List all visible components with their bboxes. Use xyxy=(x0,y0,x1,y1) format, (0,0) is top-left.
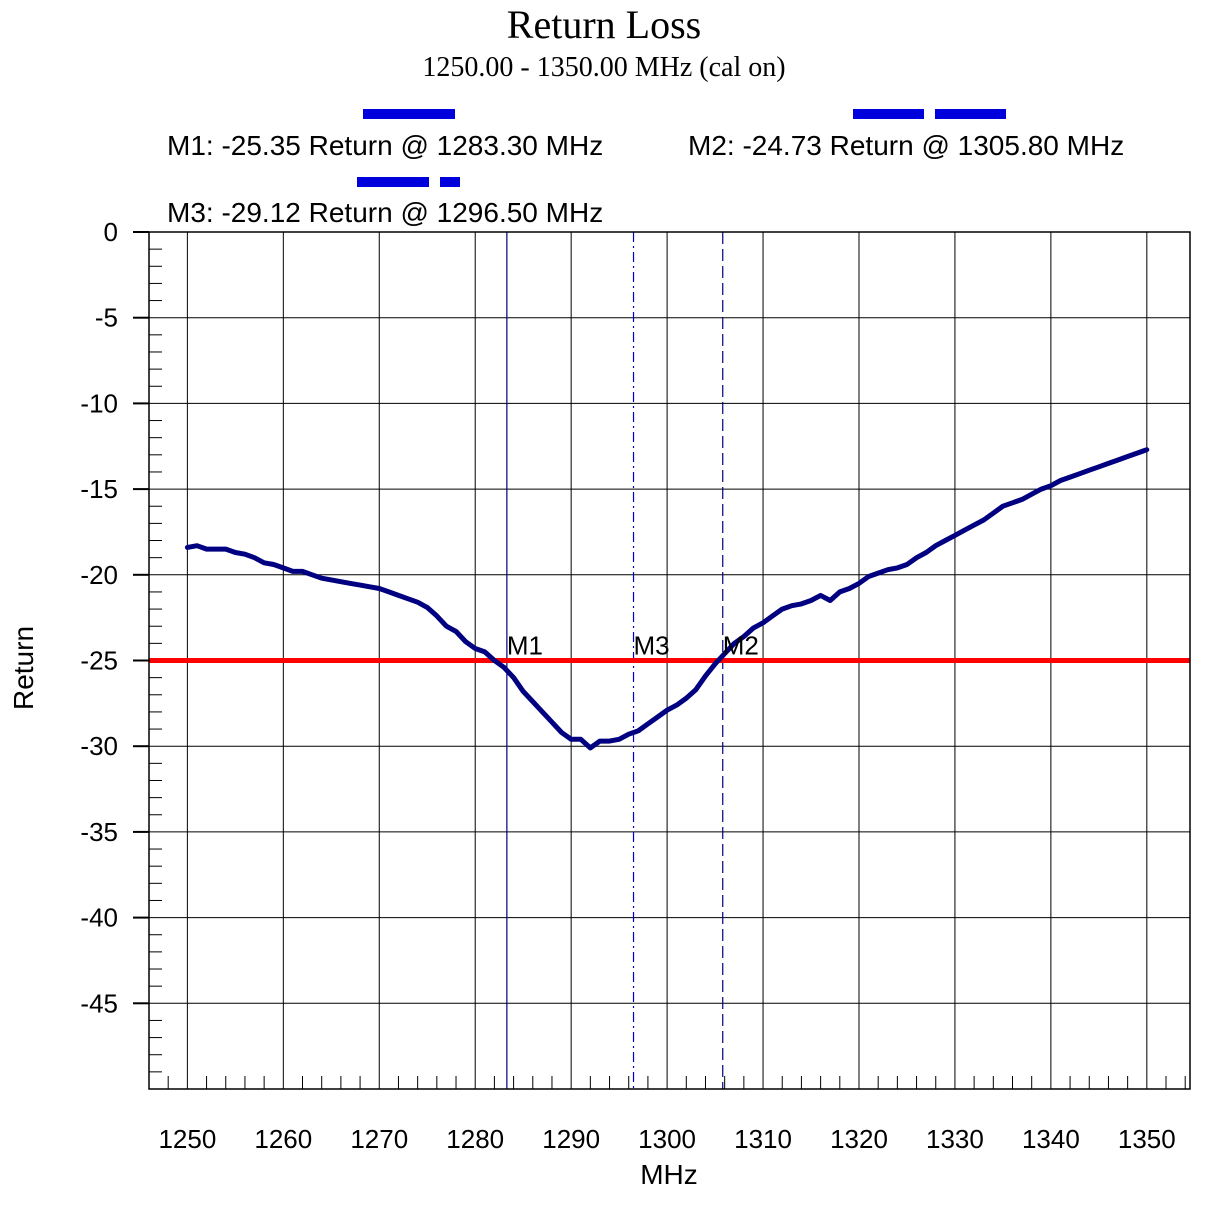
x-tick-label: 1300 xyxy=(638,1124,696,1154)
x-tick-label: 1290 xyxy=(542,1124,600,1154)
chart-title: Return Loss xyxy=(507,2,701,47)
chart-subtitle: 1250.00 - 1350.00 MHz (cal on) xyxy=(422,52,785,83)
m1-legend-swatch xyxy=(363,109,455,119)
y-tick-label: -25 xyxy=(80,646,118,676)
x-tick-labels: 1250 1260 1270 1280 1290 1300 1310 1320 1330 1340… xyxy=(158,1124,1175,1154)
m3-readout: M3: -29.12 Return @ 1296.50 MHz xyxy=(167,197,603,228)
m2-readout: M2: -24.73 Return @ 1305.80 MHz xyxy=(688,130,1124,161)
y-tick-labels: 0 -5 -10 -15 -20 -25 -30 -35 -40 -45 xyxy=(80,217,118,1018)
x-tick-label: 1280 xyxy=(446,1124,504,1154)
y-axis-label: Return xyxy=(8,626,39,710)
series-group xyxy=(184,447,1150,751)
marker-label-m3: M3 xyxy=(634,631,670,661)
m2-legend-swatch-1 xyxy=(853,109,924,119)
x-tick-label: 1350 xyxy=(1118,1124,1176,1154)
marker-label-m2: M2 xyxy=(723,631,759,661)
m2-legend-swatch-2 xyxy=(935,109,1006,119)
y-tick-label: -35 xyxy=(80,817,118,847)
marker-labels: M1 M3 M2 xyxy=(507,631,759,661)
x-tick-label: 1260 xyxy=(254,1124,312,1154)
x-tick-label: 1310 xyxy=(734,1124,792,1154)
x-axis-label: MHz xyxy=(640,1159,698,1190)
y-tick-label: -15 xyxy=(80,474,118,504)
m3-legend-swatch-2 xyxy=(440,177,460,187)
x-tick-label: 1270 xyxy=(350,1124,408,1154)
y-tick-label: -10 xyxy=(80,388,118,418)
x-tick-label: 1250 xyxy=(158,1124,216,1154)
y-tick-label: -20 xyxy=(80,560,118,590)
y-tick-label: -5 xyxy=(95,303,118,333)
y-tick-label: 0 xyxy=(104,217,118,247)
m3-legend-swatch-1 xyxy=(357,177,429,187)
minor-ticks xyxy=(148,248,1186,1089)
x-tick-label: 1330 xyxy=(926,1124,984,1154)
y-tick-label: -45 xyxy=(80,988,118,1018)
plot-frame xyxy=(148,231,1191,1090)
marker-label-m1: M1 xyxy=(507,631,543,661)
y-tick-label: -30 xyxy=(80,731,118,761)
y-tick-label: -40 xyxy=(80,903,118,933)
x-tick-label: 1340 xyxy=(1022,1124,1080,1154)
x-tick-label: 1320 xyxy=(830,1124,888,1154)
m1-readout: M1: -25.35 Return @ 1283.30 MHz xyxy=(167,130,603,161)
series-line-0 xyxy=(184,447,1150,751)
marker-legend: M1: -25.35 Return @ 1283.30 MHz M2: -24.… xyxy=(167,109,1124,228)
